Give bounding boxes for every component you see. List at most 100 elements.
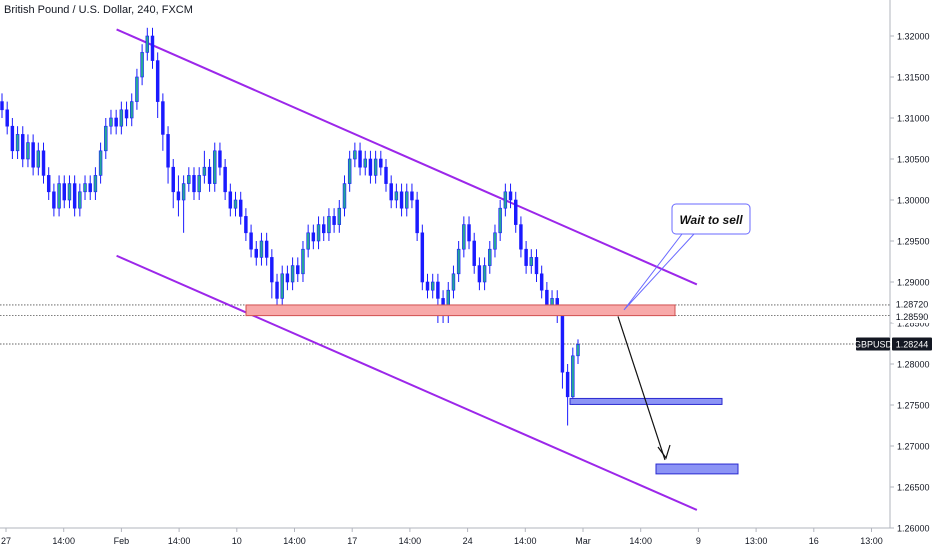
candle-down	[31, 142, 35, 168]
candle-up	[202, 166, 207, 176]
candle-down	[223, 166, 227, 193]
candle-down	[560, 314, 565, 373]
candle-down	[166, 134, 170, 168]
candle-down	[72, 183, 77, 209]
candle-up	[576, 344, 580, 357]
candle-up	[482, 265, 487, 283]
candle-up	[36, 150, 41, 168]
candle-down	[218, 150, 222, 168]
candle-up	[57, 183, 61, 209]
candle-down	[270, 257, 274, 283]
candle-down	[384, 166, 388, 184]
candle-up	[337, 207, 342, 225]
candle-down	[161, 101, 165, 135]
candle-up	[571, 355, 575, 398]
candle-up	[197, 175, 201, 193]
candle-down	[114, 117, 118, 127]
resistance-zone	[245, 304, 676, 317]
candle-up	[498, 207, 502, 234]
candle-up	[109, 117, 113, 127]
candle-up	[135, 76, 139, 102]
y-tick-label: 1.27000	[897, 442, 930, 452]
price-label-symbol: GBPUSD	[854, 339, 893, 349]
candle-down	[275, 281, 279, 299]
candle-up	[456, 248, 461, 275]
projection-arrow-line	[617, 316, 666, 461]
x-tick-label: 17	[347, 536, 357, 546]
candle-up	[104, 125, 108, 152]
candle-down	[519, 224, 523, 250]
candle-up	[259, 240, 264, 258]
y-tick-label: 1.26500	[897, 483, 930, 493]
candle-down	[52, 191, 56, 209]
candle-down	[150, 35, 155, 61]
x-tick-label: Mar	[575, 536, 591, 546]
y-tick-label: 1.26000	[897, 524, 930, 534]
y-tick-label: 1.27500	[897, 401, 930, 411]
candle-down	[410, 191, 414, 201]
x-tick-label: 9	[696, 536, 701, 546]
candle-up	[130, 101, 134, 119]
candle-up	[213, 150, 217, 184]
candle-down	[524, 248, 528, 266]
candle-down	[238, 199, 243, 217]
candle-down	[124, 109, 129, 119]
candle-down	[399, 191, 404, 209]
candle-down	[534, 257, 539, 275]
candle-up	[451, 273, 456, 291]
candle-down	[539, 273, 544, 291]
candle-up	[342, 183, 347, 209]
price-label-current: 1.28244	[896, 339, 929, 349]
x-tick-label: 14:00	[399, 536, 422, 546]
candle-down	[5, 109, 9, 127]
candle-down	[477, 265, 482, 283]
channel-upper-line	[116, 28, 698, 286]
y-tick-label: 1.32000	[897, 32, 930, 42]
candle-up	[430, 281, 435, 291]
price-label-level-bottom: 1.28590	[896, 312, 929, 322]
candle-up	[373, 158, 378, 176]
candle-up	[347, 158, 352, 184]
y-tick-label: 1.28500	[897, 319, 930, 329]
candle-down	[192, 175, 196, 193]
x-tick-label: 10	[232, 536, 242, 546]
candle-down	[41, 150, 46, 176]
candle-down	[254, 248, 258, 258]
candle-up	[316, 224, 321, 242]
x-tick-label: 16	[809, 536, 819, 546]
candle-down	[436, 281, 440, 299]
candle-up	[405, 191, 409, 209]
candle-up	[488, 248, 492, 266]
price-label-current-bg	[892, 337, 932, 351]
candle-down	[171, 166, 175, 193]
candle-down	[244, 216, 248, 234]
callout-box	[671, 203, 751, 235]
candle-down	[415, 199, 419, 234]
candle-up	[327, 216, 331, 234]
x-tick-label: 14:00	[514, 536, 537, 546]
price-label-level-top-bg	[892, 297, 932, 311]
candle-down	[249, 232, 253, 250]
candle-down	[207, 166, 212, 184]
x-tick-label: 13:00	[860, 536, 883, 546]
candle-down	[379, 158, 383, 168]
candle-down	[565, 371, 570, 398]
candle-down	[508, 191, 513, 201]
y-tick-label: 1.30500	[897, 155, 930, 165]
candle-down	[514, 199, 518, 225]
candle-down	[425, 281, 430, 291]
candle-up	[529, 257, 534, 266]
candle-up	[394, 191, 399, 201]
candle-down	[358, 150, 362, 168]
x-tick-label: 14:00	[52, 536, 75, 546]
callout-text: Wait to sell	[679, 213, 743, 227]
x-tick-label: 24	[463, 536, 473, 546]
candle-up	[280, 273, 284, 299]
x-tick-label: 14:00	[168, 536, 191, 546]
candle-down	[545, 289, 549, 307]
candle-up	[181, 183, 186, 201]
candle-up	[140, 52, 144, 78]
candle-down	[472, 240, 476, 266]
